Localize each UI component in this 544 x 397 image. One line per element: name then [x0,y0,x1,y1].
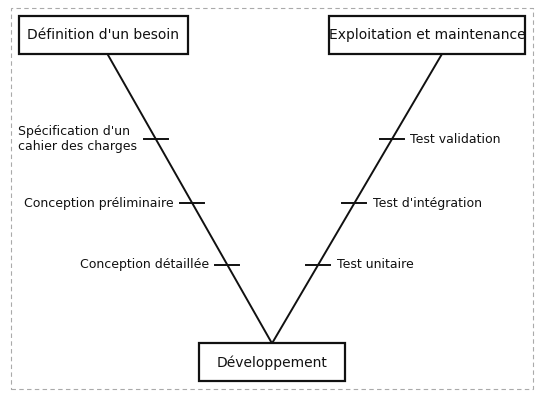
Text: Test validation: Test validation [410,133,501,146]
FancyBboxPatch shape [199,343,345,381]
Text: Conception préliminaire: Conception préliminaire [24,197,174,210]
Text: Conception détaillée: Conception détaillée [79,258,209,271]
Text: Exploitation et maintenance: Exploitation et maintenance [329,28,526,42]
Text: Développement: Développement [217,355,327,370]
FancyBboxPatch shape [19,16,188,54]
Text: Test unitaire: Test unitaire [337,258,413,271]
Text: Test d'intégration: Test d'intégration [373,197,482,210]
FancyBboxPatch shape [329,16,525,54]
Text: Définition d'un besoin: Définition d'un besoin [27,28,180,42]
Text: Spécification d'un
cahier des charges: Spécification d'un cahier des charges [18,125,137,153]
